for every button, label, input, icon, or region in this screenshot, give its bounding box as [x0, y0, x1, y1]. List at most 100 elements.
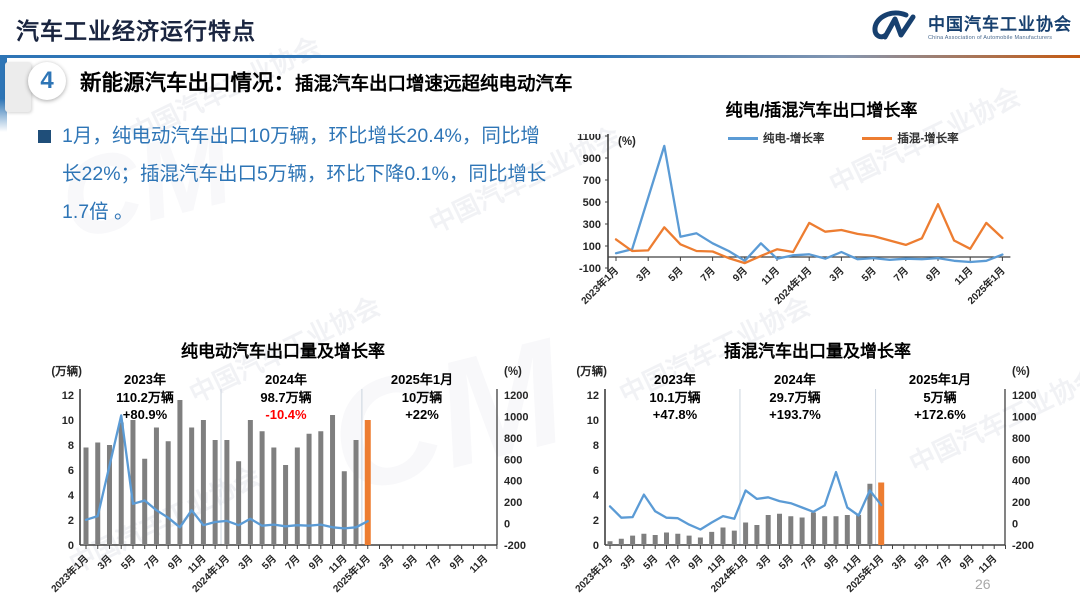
svg-text:-100: -100	[579, 263, 601, 275]
chart-title: 纯电/插混汽车出口增长率	[725, 101, 918, 120]
svg-text:7月: 7月	[935, 553, 954, 572]
chart-title: 纯电动汽车出口量及增长率	[181, 342, 385, 361]
annotation-2025: 2025年1月 10万辆 +22%	[391, 371, 453, 424]
annotation-2023: 2023年 10.1万辆 +47.8%	[649, 371, 700, 424]
svg-text:600: 600	[1012, 454, 1030, 466]
svg-text:7月: 7月	[663, 553, 682, 572]
svg-text:800: 800	[1012, 433, 1030, 445]
section-tab	[5, 62, 31, 112]
annotation-2024: 2024年 98.7万辆 -10.4%	[260, 371, 311, 424]
svg-text:11月: 11月	[467, 553, 490, 576]
svg-text:(%): (%)	[618, 136, 636, 148]
svg-text:3月: 3月	[95, 553, 114, 572]
svg-text:9月: 9月	[924, 265, 943, 284]
svg-text:3月: 3月	[634, 265, 653, 284]
bullet-marker	[38, 130, 51, 143]
svg-text:10: 10	[587, 415, 599, 427]
phev-line-swatch-icon	[862, 136, 893, 140]
caam-monogram-icon	[868, 8, 920, 49]
svg-text:2: 2	[593, 515, 599, 527]
svg-text:4: 4	[593, 490, 600, 502]
section-heading-main: 新能源汽车出口情况：	[80, 71, 296, 95]
bev-chart-plot: 12 10 8 6 4 2 0 1200 1000 800 600 400 200 0 -200 (万辆) (%…	[48, 364, 528, 595]
section-stripe	[0, 58, 7, 132]
svg-text:6: 6	[68, 465, 74, 477]
annotation-2024: 2024年 29.7万辆 +193.7%	[769, 371, 821, 424]
svg-text:5月: 5月	[641, 553, 660, 572]
svg-text:0: 0	[1012, 519, 1018, 531]
annotation-volume: 29.7万辆	[769, 389, 821, 405]
svg-text:1100: 1100	[577, 134, 601, 143]
chart-title: 插混汽车出口量及增长率	[724, 342, 911, 361]
svg-text:12: 12	[587, 390, 599, 402]
annotation-volume: 5万辆	[923, 389, 957, 405]
svg-text:5月: 5月	[859, 265, 878, 284]
annotation-growth: +22%	[405, 407, 439, 423]
annotation-year: 2024年	[265, 372, 307, 387]
annotation-growth: +80.9%	[122, 407, 168, 423]
svg-text:2023年1月: 2023年1月	[48, 552, 91, 595]
annotation-growth: +47.8%	[652, 407, 698, 423]
svg-text:6: 6	[593, 465, 599, 477]
chart-bev-volume: 纯电动汽车出口量及增长率 12 10 8 6 4 2 0 1200 1000 800 600 400 2…	[28, 335, 538, 607]
annotation-growth: -10.4%	[265, 407, 307, 423]
svg-text:1200: 1200	[504, 390, 528, 402]
svg-text:1000: 1000	[1012, 411, 1036, 423]
svg-text:9月: 9月	[447, 553, 466, 572]
svg-text:(万辆): (万辆)	[51, 364, 82, 378]
svg-text:12: 12	[62, 390, 74, 402]
svg-text:0: 0	[593, 540, 599, 552]
svg-text:7月: 7月	[799, 553, 818, 572]
legend-label: 插混-增长率	[897, 133, 959, 145]
svg-text:7月: 7月	[142, 553, 161, 572]
svg-text:9月: 9月	[730, 265, 749, 284]
annotation-volume: 10万辆	[401, 389, 443, 405]
svg-text:3月: 3月	[889, 553, 908, 572]
svg-text:800: 800	[504, 433, 522, 445]
svg-text:11月: 11月	[976, 553, 999, 576]
annotation-volume: 10.1万辆	[649, 389, 701, 405]
svg-text:0: 0	[504, 519, 510, 531]
svg-text:-200: -200	[504, 540, 526, 552]
svg-text:7月: 7月	[698, 265, 717, 284]
svg-text:7月: 7月	[283, 553, 302, 572]
svg-text:(%): (%)	[504, 366, 522, 378]
annotation-year: 2025年1月	[908, 372, 972, 387]
annotation-volume: 110.2万辆	[116, 389, 174, 405]
annotation-growth: +193.7%	[769, 407, 821, 423]
annotation-year: 2023年	[124, 372, 166, 387]
svg-text:2: 2	[68, 515, 74, 527]
svg-text:3月: 3月	[618, 553, 637, 572]
svg-text:9月: 9月	[686, 553, 705, 572]
bev-line-swatch-icon	[728, 136, 758, 140]
svg-text:11月: 11月	[952, 265, 975, 288]
annotation-volume: 98.7万辆	[260, 389, 312, 405]
svg-text:5月: 5月	[666, 265, 685, 284]
svg-text:7月: 7月	[891, 265, 910, 284]
svg-text:1000: 1000	[504, 411, 528, 423]
svg-text:3月: 3月	[377, 553, 396, 572]
legend-label: 纯电-增长率	[763, 133, 825, 145]
legend-item-phev: 插混-增长率	[862, 130, 959, 146]
svg-text:9月: 9月	[957, 553, 976, 572]
title-divider	[0, 55, 1080, 58]
annotation-2025: 2025年1月 5万辆 +172.6%	[909, 371, 971, 424]
svg-text:400: 400	[504, 476, 522, 488]
svg-text:600: 600	[504, 454, 522, 466]
phev-chart-plot: 12 10 8 6 4 2 0 1200 1000 800 600 400 200 0 -200 (万辆) (%…	[572, 364, 1036, 595]
svg-text:500: 500	[583, 197, 601, 209]
annotation-year: 2023年	[654, 372, 696, 387]
svg-text:9月: 9月	[166, 553, 185, 572]
svg-text:400: 400	[1012, 476, 1030, 488]
org-logo: 中国汽车工业协会 China Association of Automobile…	[868, 8, 1072, 49]
annotation-year: 2025年1月	[390, 372, 454, 387]
org-name-en: China Association of Automobile Manufact…	[928, 34, 1053, 41]
svg-text:2023年1月: 2023年1月	[572, 552, 615, 595]
svg-text:4: 4	[68, 490, 75, 502]
page-number: 26	[975, 576, 991, 592]
svg-text:5月: 5月	[912, 553, 931, 572]
chart-phev-volume: 插混汽车出口量及增长率 12 10 8 6 4 2 0 1200 1000 800 600 400 20…	[560, 335, 1075, 607]
svg-text:(%): (%)	[1012, 366, 1030, 378]
page-title: 汽车工业经济运行特点	[16, 18, 256, 44]
